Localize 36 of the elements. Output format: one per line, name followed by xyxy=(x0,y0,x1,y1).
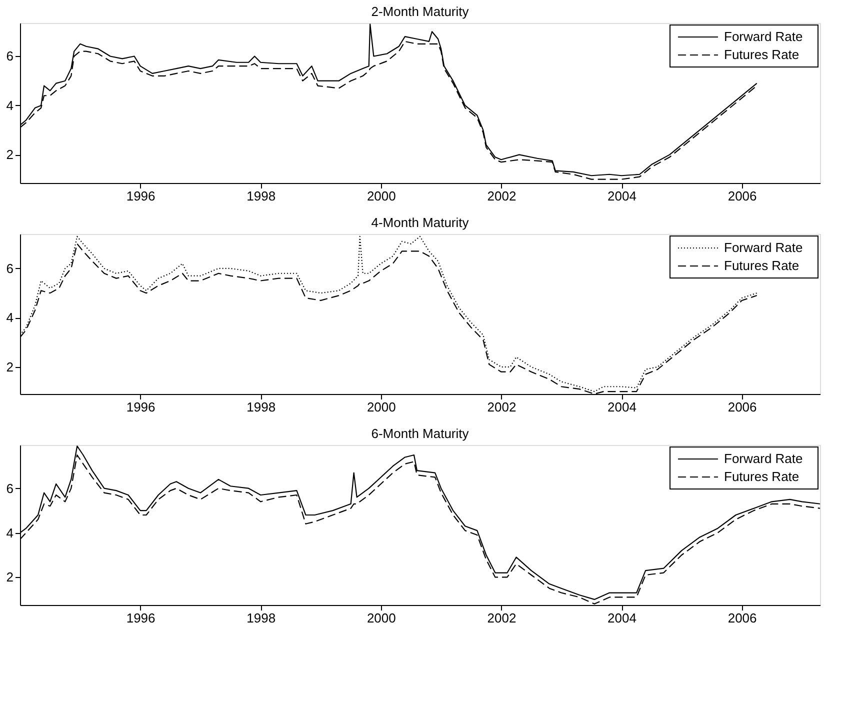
x-tick-label: 2004 xyxy=(608,188,636,204)
x-tick-label: 2006 xyxy=(728,610,757,626)
x-tick-label: 2004 xyxy=(608,400,636,414)
x-tick-label: 2004 xyxy=(608,610,636,626)
y-tick-label: 2 xyxy=(6,359,14,374)
legend-label: Forward Rate xyxy=(724,29,803,44)
y-tick-label: 6 xyxy=(6,260,14,276)
x-tick-label: 2006 xyxy=(728,188,757,204)
y-tick-label: 6 xyxy=(6,48,14,64)
x-tick-label: 2002 xyxy=(487,610,516,626)
legend-label: Futures Rate xyxy=(724,258,800,273)
x-tick-label: 2002 xyxy=(487,400,516,414)
y-tick-label: 4 xyxy=(6,310,14,326)
x-tick-label: 1998 xyxy=(246,610,276,626)
x-tick-label: 2000 xyxy=(366,188,396,204)
x-tick-label: 2000 xyxy=(366,610,396,626)
y-tick-label: 6 xyxy=(6,480,14,496)
legend-label: Futures Rate xyxy=(724,47,800,62)
y-tick-label: 2 xyxy=(6,147,14,162)
legend-label: Futures Rate xyxy=(724,469,800,484)
x-tick-label: 1996 xyxy=(126,188,156,204)
legend-label: Forward Rate xyxy=(724,240,803,255)
chart-title: 6-Month Maturity xyxy=(371,426,470,441)
chart-title: 2-Month Maturity xyxy=(371,4,470,19)
x-tick-label: 2006 xyxy=(728,400,757,414)
y-tick-label: 2 xyxy=(6,570,14,585)
legend-label: Forward Rate xyxy=(724,451,803,466)
y-tick-label: 4 xyxy=(6,525,14,540)
chart-title: 4-Month Maturity xyxy=(371,215,470,230)
y-tick-label: 4 xyxy=(6,98,14,113)
x-tick-label: 1998 xyxy=(246,188,276,204)
x-tick-label: 1998 xyxy=(246,400,276,414)
x-tick-label: 1996 xyxy=(126,610,156,626)
x-tick-label: 2002 xyxy=(487,188,516,204)
x-tick-label: 2000 xyxy=(366,400,396,414)
x-tick-label: 1996 xyxy=(126,400,156,414)
